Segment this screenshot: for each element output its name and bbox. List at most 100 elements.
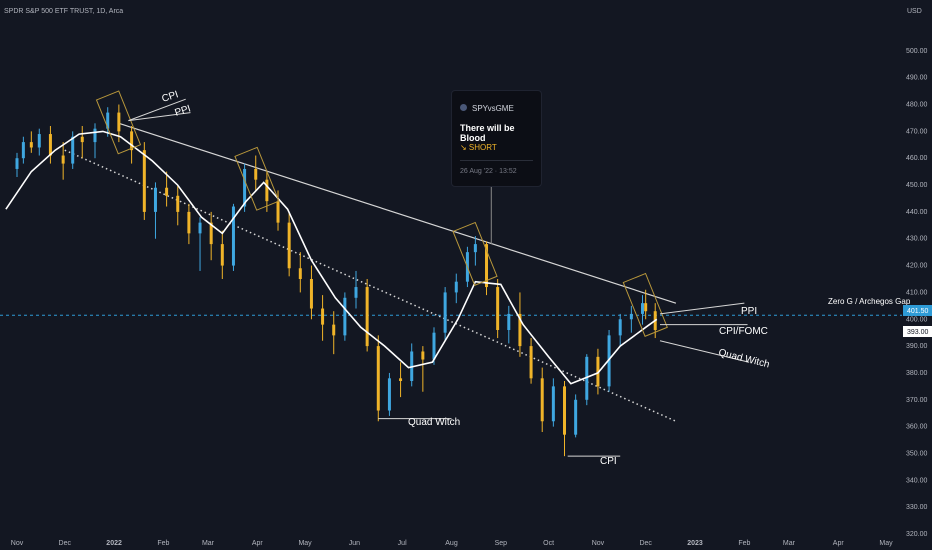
candle-body — [321, 308, 325, 325]
candle-body — [106, 112, 110, 129]
author-avatar — [460, 104, 467, 111]
x-tick-label: Feb — [157, 540, 169, 547]
candle-body — [540, 378, 544, 422]
candle-body — [117, 112, 121, 132]
candle-body — [529, 346, 533, 379]
annotation-ppi-dec: PPI — [741, 306, 757, 317]
y-tick-label: 390.00 — [906, 343, 928, 350]
x-tick-label: Apr — [252, 540, 264, 547]
candle-body — [518, 313, 522, 347]
moving-average-line — [5, 130, 658, 385]
candle-body — [176, 195, 180, 212]
annotation-cpi-oct: CPI — [600, 456, 617, 467]
support-trendline — [64, 149, 677, 422]
candle-body — [629, 313, 633, 320]
x-tick-label: Aug — [445, 540, 458, 547]
x-axis[interactable]: Nov Dec 2022 Feb Mar Apr May Jun Jul Aug Sep Oct Nov… — [11, 540, 893, 547]
y-tick-label: 500.00 — [906, 48, 928, 55]
y-tick-label: 320.00 — [906, 531, 928, 538]
symbol-title: SPDR S&P 500 ETF TRUST, 1D, Arca — [4, 8, 123, 15]
price-tag-current-text: 393.00 — [907, 329, 929, 336]
y-tick-label: 330.00 — [906, 504, 928, 511]
candle-body — [574, 399, 578, 435]
candle-body — [165, 187, 169, 196]
y-tick-label: 440.00 — [906, 209, 928, 216]
candle-body — [309, 279, 313, 309]
candle-body — [496, 287, 500, 330]
x-tick-label: Feb — [738, 540, 750, 547]
x-tick-label: Dec — [639, 540, 652, 547]
candle-body — [607, 335, 611, 387]
candle-body — [387, 378, 391, 411]
candle-body — [220, 244, 224, 266]
cpi-fan-line — [128, 98, 186, 122]
ppi-fan-line — [128, 112, 191, 122]
candle-body — [130, 131, 134, 151]
y-tick-label: 470.00 — [906, 128, 928, 135]
candle-body — [15, 158, 19, 169]
idea-divider — [460, 160, 533, 161]
candle-body — [187, 211, 191, 234]
x-tick-label: Dec — [59, 540, 72, 547]
y-tick-label: 340.00 — [906, 477, 928, 484]
x-tick-label: Nov — [11, 540, 24, 547]
candle-body — [618, 319, 622, 336]
currency-label: USD — [907, 8, 922, 15]
idea-date: 26 Aug '22 · 13:52 — [460, 168, 517, 175]
idea-author[interactable]: SPYvsGME — [472, 104, 514, 113]
x-tick-label: May — [879, 540, 893, 547]
y-tick-label: 490.00 — [906, 75, 928, 82]
candle-body — [399, 378, 403, 381]
y-tick-label: 480.00 — [906, 102, 928, 109]
x-tick-label: May — [298, 540, 312, 547]
idea-signal: ↘ SHORT — [460, 143, 497, 152]
x-tick-label: Jun — [349, 540, 360, 547]
candle-body — [485, 244, 489, 288]
candle-body — [585, 356, 589, 400]
idea-title[interactable]: There will be Blood — [460, 123, 515, 143]
candle-body — [29, 142, 33, 148]
candle-body — [209, 222, 213, 245]
y-tick-label: 460.00 — [906, 155, 928, 162]
price-tag-gap — [903, 305, 932, 316]
candle-body — [37, 134, 41, 148]
annotation-cpi-fomc-dec: CPI/FOMC — [719, 326, 768, 337]
highlight-box-dec — [622, 272, 668, 337]
y-axis[interactable]: 500.00 490.00 480.00 470.00 460.00 450.00 440.… — [906, 48, 928, 538]
candle-body — [332, 324, 336, 336]
candle-body — [454, 281, 458, 293]
candle-body — [276, 201, 280, 223]
idea-card[interactable]: SPYvsGME There will be Blood ↘ SHORT 26 … — [451, 90, 542, 187]
y-tick-label: 400.00 — [906, 316, 928, 323]
candle-body — [21, 142, 25, 159]
highlight-box-aug — [452, 221, 498, 286]
annotation-ppi-top: PPI — [174, 103, 193, 118]
price-tag-current — [903, 326, 932, 337]
candle-body — [563, 386, 567, 435]
x-tick-label: Mar — [202, 540, 215, 547]
y-tick-label: 350.00 — [906, 450, 928, 457]
y-tick-label: 410.00 — [906, 289, 928, 296]
candle-body — [142, 150, 146, 212]
quad-witch-dec-line — [659, 340, 750, 363]
candle-body — [48, 134, 52, 156]
plot-area[interactable] — [0, 90, 902, 457]
candle-body — [198, 222, 202, 234]
candle-body — [298, 268, 302, 279]
x-tick-label: Apr — [833, 540, 845, 547]
x-tick-label: Oct — [543, 540, 554, 547]
x-tick-label: 2022 — [106, 540, 122, 547]
candle-body — [432, 332, 436, 360]
candle-body — [153, 187, 157, 212]
candle-body — [71, 136, 75, 164]
candle-body — [365, 287, 369, 347]
y-tick-label: 370.00 — [906, 397, 928, 404]
annotation-zero-g: Zero G / Archegos Gap — [828, 297, 911, 306]
candle-body — [640, 303, 644, 314]
x-tick-label: 2023 — [687, 540, 703, 547]
x-tick-label: Nov — [592, 540, 605, 547]
candle-body — [376, 346, 380, 411]
candle-body — [265, 179, 269, 202]
y-tick-label: 420.00 — [906, 263, 928, 270]
